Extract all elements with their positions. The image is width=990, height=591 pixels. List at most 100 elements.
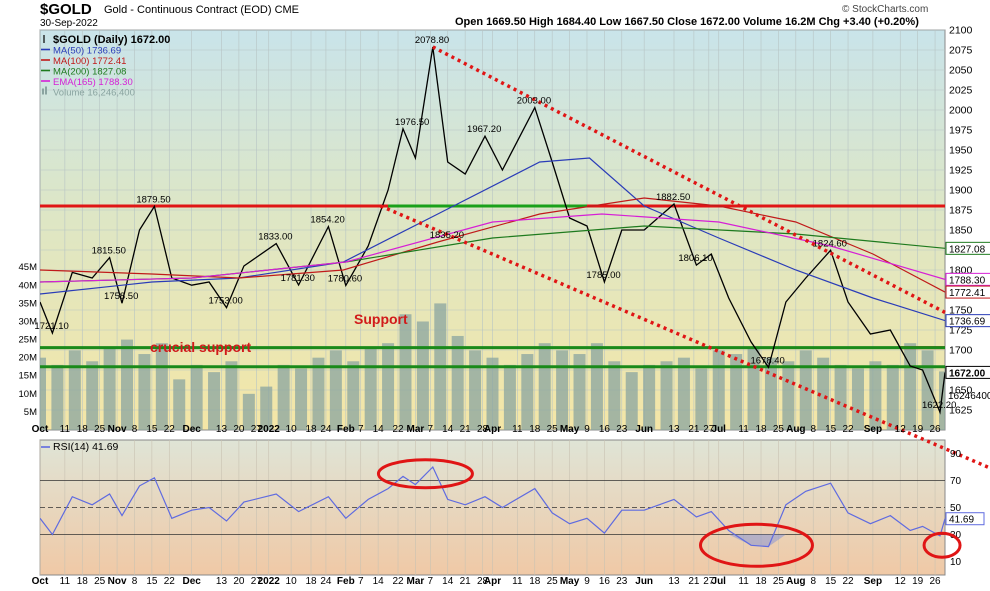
x-axis-tick: 15 <box>146 576 158 587</box>
x-axis-tick: 25 <box>773 576 785 587</box>
volume-bar <box>40 357 46 430</box>
price-axis-tick: 1850 <box>949 225 973 237</box>
volume-axis-tick: 35M <box>19 298 38 309</box>
highlight-ellipse <box>922 531 962 559</box>
legend-entry: Volume 16,246,400 <box>53 88 135 99</box>
x-axis-tick: 15 <box>825 424 837 435</box>
legend-entry: MA(50) 1736.69 <box>53 46 121 57</box>
volume-bar <box>312 357 325 430</box>
price-axis-tick: 1950 <box>949 145 973 157</box>
highlight-ellipse <box>698 522 814 568</box>
volume-bar <box>277 364 290 430</box>
price-label: 1780.60 <box>328 274 362 285</box>
volume-bar <box>86 361 99 430</box>
x-axis-tick: 15 <box>825 576 837 587</box>
price-label: 2078.80 <box>415 35 449 46</box>
price-label: 1806.10 <box>678 253 712 264</box>
upper-trend-line <box>432 45 946 314</box>
x-axis-tick: 20 <box>233 576 245 587</box>
volume-bar <box>103 346 116 430</box>
support-annotation: Support <box>354 311 408 327</box>
x-axis-tick: 24 <box>320 424 332 435</box>
price-label: 1785.00 <box>586 270 620 281</box>
rsi-badge <box>945 512 985 526</box>
x-axis-tick: 9 <box>584 424 590 435</box>
volume-bar <box>347 361 360 430</box>
volume-bar <box>382 343 395 430</box>
rsi-legend: RSI(14) 41.69 <box>53 441 119 453</box>
source-credit: © StockCharts.com <box>842 4 929 15</box>
volume-axis-tick: 45M <box>19 262 38 273</box>
volume-bar <box>677 357 690 430</box>
price-axis-tick: 1875 <box>949 205 973 217</box>
legend-marker <box>45 86 47 95</box>
ma50-line <box>40 157 945 322</box>
axis-badge-label: 1672.00 <box>949 368 986 379</box>
price-label: 1815.50 <box>92 246 126 257</box>
volume-bar <box>486 357 499 430</box>
price-label: 1976.50 <box>395 117 429 128</box>
x-axis-tick: 18 <box>77 576 89 587</box>
price-label: 1753.00 <box>208 296 242 307</box>
x-axis-tick: 28 <box>477 576 489 587</box>
x-axis-tick: Feb <box>337 424 355 435</box>
x-axis-tick: 22 <box>164 576 176 587</box>
price-label: 1833.00 <box>258 232 292 243</box>
x-axis-tick: May <box>560 576 580 587</box>
x-axis-tick: 16 <box>599 424 611 435</box>
x-axis-tick: 25 <box>547 576 559 587</box>
x-axis-tick: 20 <box>233 424 245 435</box>
legend-entry: EMA(165) 1788.30 <box>53 77 133 88</box>
x-axis-tick: 12 <box>895 576 907 587</box>
volume-bar <box>643 364 656 430</box>
volume-bar <box>608 361 621 430</box>
volume-bar <box>625 372 638 430</box>
x-axis-tick: 7 <box>428 576 434 587</box>
x-axis-tick: Mar <box>407 424 425 435</box>
instrument-name: Gold - Continuous Contract (EOD) CME <box>104 4 300 16</box>
x-axis-tick: 14 <box>373 576 385 587</box>
volume-bar <box>451 335 464 430</box>
rsi-axis-tick: 50 <box>950 503 962 514</box>
volume-bar <box>190 364 203 430</box>
x-axis-tick: 8 <box>132 424 138 435</box>
volume-axis-tick: 10M <box>19 389 38 400</box>
price-axis-tick: 2000 <box>949 105 973 117</box>
price-axis-tick: 1700 <box>949 345 973 357</box>
legend-entry: MA(100) 1772.41 <box>53 56 126 67</box>
x-axis-tick: 7 <box>358 424 364 435</box>
x-axis-tick: 22 <box>842 424 854 435</box>
x-axis-tick: Jul <box>712 576 727 587</box>
x-axis-tick: 18 <box>77 424 89 435</box>
x-axis-tick: 11 <box>60 424 71 435</box>
volume-axis-tick: 40M <box>19 280 38 291</box>
volume-bar <box>155 343 168 430</box>
volume-bar <box>399 314 412 430</box>
x-axis-tick: 25 <box>94 576 106 587</box>
x-axis-tick: 9 <box>584 576 590 587</box>
x-axis-tick: Nov <box>108 424 127 435</box>
x-axis-tick: Oct <box>32 576 49 587</box>
x-axis-tick: 21 <box>688 424 700 435</box>
rsi-axis-tick: 30 <box>950 530 962 541</box>
volume-bar <box>225 361 238 430</box>
x-axis-tick: 14 <box>442 576 454 587</box>
x-axis-tick: 26 <box>929 424 941 435</box>
x-axis-tick: 15 <box>146 424 158 435</box>
rsi-badge-label: 41.69 <box>949 515 974 526</box>
x-axis-tick: 18 <box>755 424 767 435</box>
axis-badge-label: 1827.08 <box>949 244 986 255</box>
x-axis-tick: 11 <box>512 424 523 435</box>
price-label: 1781.30 <box>281 273 315 284</box>
x-axis-tick: 11 <box>738 576 749 587</box>
price-label: 1721.10 <box>34 321 68 332</box>
x-axis-tick: 21 <box>460 576 472 587</box>
volume-bar <box>573 354 586 430</box>
legend-entry: $GOLD (Daily) 1672.00 <box>53 34 170 46</box>
price-label: 1824.60 <box>813 238 847 249</box>
volume-value-label: 16246400 <box>948 391 990 402</box>
x-axis-tick: 14 <box>373 424 385 435</box>
axis-badge <box>945 241 990 255</box>
price-axis-tick: 1625 <box>949 405 973 417</box>
volume-axis-tick: 25M <box>19 335 38 346</box>
